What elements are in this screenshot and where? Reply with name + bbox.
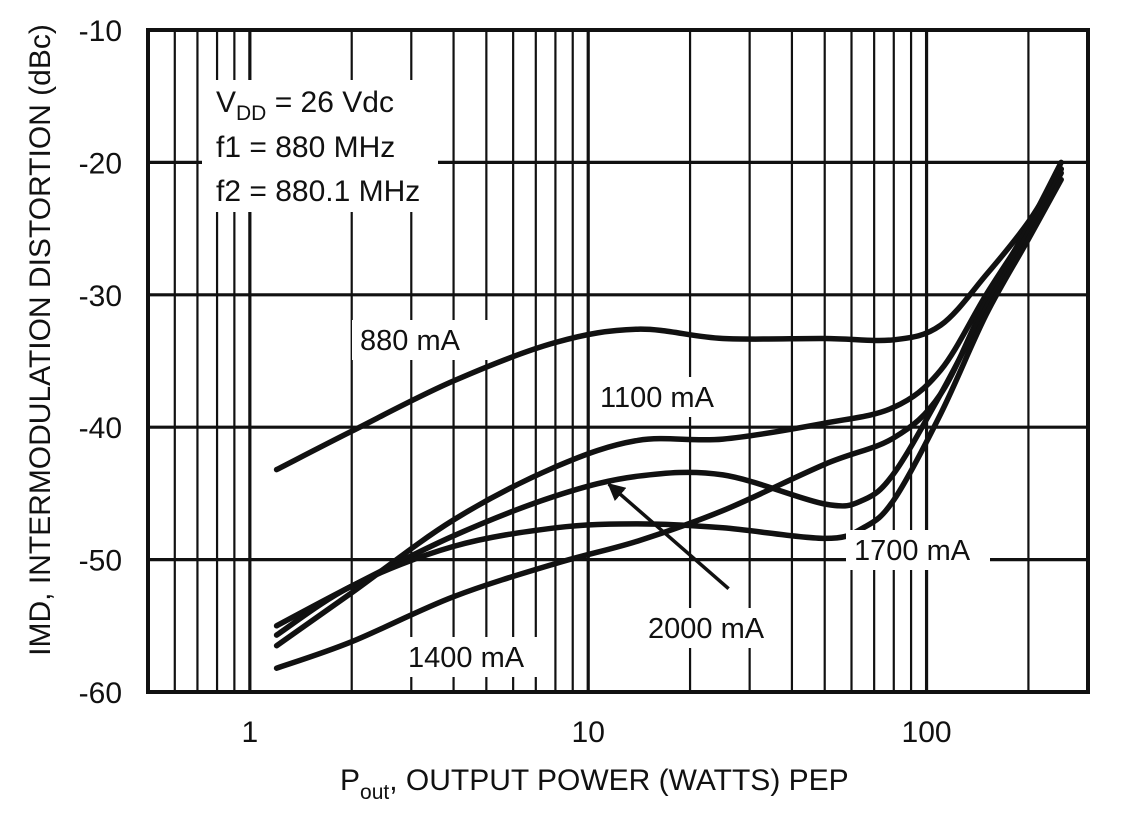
y-tick-labels: -10 -20 -30 -40 -50 -60 — [79, 15, 122, 710]
x-axis-title-sub: out — [360, 781, 389, 804]
annotation-arrow — [607, 482, 730, 591]
annotations: 880 mA 1100 mA 1400 mA 1700 mA 2000 mA — [352, 320, 990, 677]
series-1100-ma — [273, 166, 1064, 649]
y-tick-label: -20 — [79, 147, 122, 180]
conditions-mask — [202, 80, 438, 212]
y-tick-label: -60 — [79, 677, 122, 710]
y-tick-label: -50 — [79, 545, 122, 578]
series-880-ma — [273, 166, 1064, 473]
x-tick-label: 100 — [902, 716, 952, 749]
curve-label-1400-ma: 1400 mA — [408, 642, 525, 674]
label-mask — [592, 377, 736, 417]
label-mask — [846, 530, 990, 570]
x-tick-label: 10 — [572, 716, 605, 749]
y-tick-label: -40 — [79, 412, 122, 445]
y-axis-title: IMD, INTERMODULATION DISTORTION (dBc) — [24, 24, 57, 656]
plot-frame — [146, 28, 1090, 694]
vdd-condition: VDD = 26 Vdc — [216, 86, 394, 125]
vdd-sub: DD — [236, 102, 266, 125]
curve-label-880-ma: 880 mA — [360, 325, 461, 357]
curve-label-1100-ma: 1100 mA — [600, 382, 715, 414]
x-tick-labels: 1 10 100 — [242, 716, 952, 749]
label-mask — [400, 637, 544, 677]
x-axis-title: Pout, OUTPUT POWER (WATTS) PEP — [340, 764, 849, 804]
label-mask — [352, 320, 496, 360]
curve-label-2000-ma: 2000 mA — [648, 613, 765, 645]
vdd-rest: = 26 Vdc — [266, 86, 394, 119]
series-1400-ma — [273, 159, 1064, 671]
curve-label-1700-ma: 1700 mA — [854, 535, 971, 567]
series-2000-ma — [273, 176, 1064, 638]
x-axis-title-rest: , OUTPUT POWER (WATTS) PEP — [389, 764, 848, 797]
f2-condition: f2 = 880.1 MHz — [216, 175, 420, 208]
y-tick-label: -30 — [79, 280, 122, 313]
label-mask — [640, 608, 784, 648]
curves — [273, 159, 1064, 671]
y-tick-label: -10 — [79, 15, 122, 48]
conditions-box: VDD = 26 Vdc f1 = 880 MHz f2 = 880.1 MHz — [202, 80, 438, 212]
vdd-main: V — [216, 86, 236, 119]
series-1700-ma — [273, 170, 1064, 629]
x-tick-label: 1 — [242, 716, 259, 749]
x-axis-title-main: P — [340, 764, 360, 797]
f1-condition: f1 = 880 MHz — [216, 131, 395, 164]
